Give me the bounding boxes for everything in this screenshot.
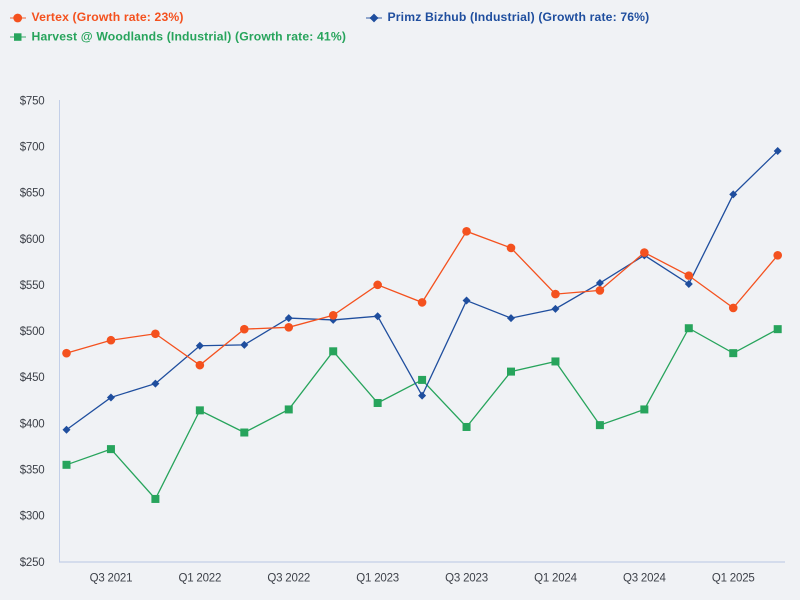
svg-text:$600: $600 [20,234,45,246]
svg-text:$450: $450 [20,372,45,384]
svg-text:$350: $350 [20,465,45,477]
svg-text:Q3 2024: Q3 2024 [623,572,667,584]
svg-text:Q3 2023: Q3 2023 [445,572,488,584]
svg-text:Q3 2021: Q3 2021 [90,572,133,584]
svg-text:Vertex (Growth rate: 23%): Vertex (Growth rate: 23%) [32,10,184,24]
svg-text:Q1 2023: Q1 2023 [356,572,399,584]
svg-text:$650: $650 [20,188,45,200]
svg-text:$300: $300 [20,511,45,523]
svg-text:$700: $700 [20,142,45,154]
svg-text:Q1 2024: Q1 2024 [534,572,578,584]
svg-text:$750: $750 [20,95,45,107]
svg-text:$400: $400 [20,418,45,430]
svg-text:Q1 2025: Q1 2025 [712,572,755,584]
svg-text:Primz Bizhub (Industrial) (Gro: Primz Bizhub (Industrial) (Growth rate: … [388,10,650,24]
svg-text:$250: $250 [20,557,45,569]
svg-text:Q1 2022: Q1 2022 [178,572,221,584]
svg-text:$550: $550 [20,280,45,292]
svg-text:Harvest @ Woodlands (Industria: Harvest @ Woodlands (Industrial) (Growth… [32,30,347,44]
svg-text:$500: $500 [20,326,45,338]
svg-text:Q3 2022: Q3 2022 [267,572,310,584]
